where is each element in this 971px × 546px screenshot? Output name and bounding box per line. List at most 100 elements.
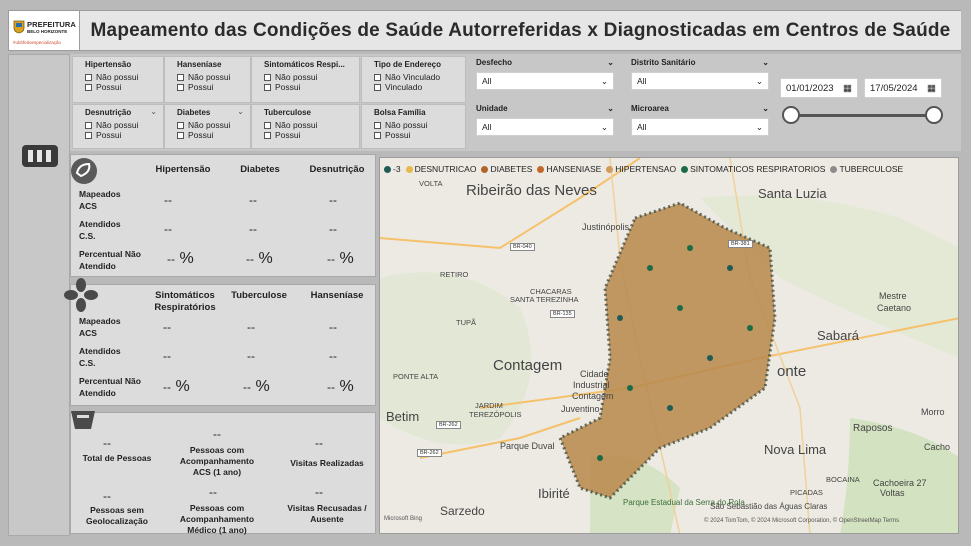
chevron-down-icon[interactable]: ⌄ — [237, 107, 244, 116]
legend-item[interactable]: DESNUTRICAO — [405, 164, 476, 174]
checkbox[interactable] — [85, 121, 92, 129]
checkbox[interactable] — [374, 131, 381, 139]
option-label: Não possui — [96, 72, 139, 82]
slicer-title: Tipo de Endereço — [374, 60, 441, 69]
checkbox[interactable] — [264, 121, 271, 129]
option-nao-possui[interactable]: Não possui — [374, 120, 465, 130]
percent-value: -- % — [327, 250, 354, 268]
place-label: CHACARAS — [530, 287, 572, 296]
checkbox[interactable] — [177, 131, 184, 139]
option-nao-possui[interactable]: Não possui — [264, 72, 359, 82]
checkbox[interactable] — [85, 131, 92, 139]
legend-item[interactable]: SINTOMATICOS RESPIRATORIOS — [681, 164, 825, 174]
date-slider-end-handle[interactable] — [925, 106, 943, 124]
chevron-down-icon[interactable]: ⌄ — [762, 104, 769, 113]
dropdown-value: All — [637, 76, 647, 86]
option-nao-possui[interactable]: Não possui — [177, 120, 250, 130]
legend-dot — [681, 165, 689, 173]
option-nao-possui[interactable]: Não possui — [85, 120, 163, 130]
percent-value: -- % — [163, 378, 190, 396]
acompanhamento-acs-label: Pessoas com Acompanhamento ACS (1 ano) — [179, 445, 255, 477]
checkbox[interactable] — [264, 131, 271, 139]
map-canvas[interactable] — [380, 158, 959, 534]
option-possui[interactable]: Possui — [264, 82, 359, 92]
percent-value: -- % — [327, 378, 354, 396]
chevron-down-icon[interactable]: ⌄ — [150, 107, 157, 116]
distrito-dropdown[interactable]: All ⌄ — [631, 72, 769, 90]
value: -- — [247, 320, 255, 334]
date-start-input[interactable]: 01/01/2023 ▦ — [780, 78, 858, 98]
option-possui[interactable]: Possui — [177, 130, 250, 140]
slicer-tipo-endereco: Tipo de Endereço Não Vinculado Vinculado — [361, 56, 466, 103]
slicer-title: Microarea — [631, 104, 669, 113]
checkbox[interactable] — [264, 73, 271, 81]
value: -- — [327, 380, 335, 394]
option-vinculado[interactable]: Vinculado — [374, 82, 465, 92]
unidade-dropdown[interactable]: All ⌄ — [476, 118, 614, 136]
chevron-down-icon[interactable]: ⌄ — [607, 58, 614, 67]
checkbox[interactable] — [85, 83, 92, 91]
option-possui[interactable]: Possui — [374, 130, 465, 140]
date-slider-track[interactable] — [790, 114, 938, 117]
checkbox[interactable] — [374, 121, 381, 129]
option-nao-possui[interactable]: Não possui — [85, 72, 163, 82]
value: -- — [209, 485, 217, 499]
map-visual[interactable]: -3 DESNUTRICAO DIABETES HANSENIASE HIPER… — [379, 157, 959, 534]
value: -- — [103, 436, 111, 450]
legend-item[interactable]: DIABETES — [481, 164, 532, 174]
checkbox[interactable] — [177, 83, 184, 91]
checkbox[interactable] — [374, 73, 381, 81]
date-slider-start-handle[interactable] — [782, 106, 800, 124]
place-label: Cidade — [580, 369, 609, 379]
place-label: Industrial — [573, 380, 610, 390]
option-label: Possui — [96, 130, 122, 140]
place-label: Parque Estadual da Serra do Rola — [623, 498, 745, 507]
checkbox[interactable] — [177, 73, 184, 81]
checkbox[interactable] — [374, 83, 381, 91]
option-possui[interactable]: Possui — [85, 130, 163, 140]
lungs-icon — [64, 278, 98, 312]
map-attribution[interactable]: © 2024 TomTom, © 2024 Microsoft Corporat… — [704, 518, 900, 524]
cluster-points[interactable] — [558, 201, 777, 500]
option-possui[interactable]: Possui — [264, 130, 359, 140]
place-label: Santa Luzia — [758, 186, 827, 201]
legend-item[interactable]: HANSENIASE — [537, 164, 601, 174]
road-shield: BR-381 — [728, 240, 753, 248]
logo-line3: #obhfeitoespecialização — [13, 40, 62, 45]
col-header: Diabetes — [240, 164, 280, 175]
legend-item[interactable]: -3 — [384, 164, 401, 174]
calendar-icon[interactable]: ▦ — [927, 82, 936, 94]
chevron-down-icon: ⌄ — [600, 121, 608, 132]
option-nao-possui[interactable]: Não possui — [177, 72, 250, 82]
row-label: Atendidos C.S. — [79, 346, 121, 368]
option-nao-possui[interactable]: Não possui — [264, 120, 359, 130]
checkbox[interactable] — [85, 73, 92, 81]
slicer-title: Tuberculose — [264, 108, 311, 117]
option-possui[interactable]: Possui — [85, 82, 163, 92]
option-label: Possui — [96, 82, 122, 92]
option-nao-vinculado[interactable]: Não Vinculado — [374, 72, 465, 82]
legend-item[interactable]: HIPERTENSAO — [606, 164, 676, 174]
legend-item[interactable]: TUBERCULOSE — [830, 164, 903, 174]
chevron-down-icon[interactable]: ⌄ — [762, 58, 769, 67]
microarea-dropdown[interactable]: All ⌄ — [631, 118, 769, 136]
map-icon[interactable] — [21, 143, 59, 169]
calendar-icon[interactable]: ▦ — [843, 82, 852, 94]
date-value: 17/05/2024 — [870, 82, 918, 94]
date-end-input[interactable]: 17/05/2024 ▦ — [864, 78, 942, 98]
desfecho-dropdown[interactable]: All ⌄ — [476, 72, 614, 90]
value: -- — [213, 427, 221, 441]
slicer-title: Hipertensão — [85, 60, 132, 69]
percent-sign: % — [339, 378, 354, 395]
left-rail — [8, 54, 70, 536]
option-possui[interactable]: Possui — [177, 82, 250, 92]
percent-value: -- % — [243, 378, 270, 396]
place-label: PICADAS — [790, 488, 823, 497]
place-label: Nova Lima — [764, 442, 827, 457]
panel-pessoas: -- -- -- Total de Pessoas Pessoas com Ac… — [70, 411, 376, 535]
chevron-down-icon[interactable]: ⌄ — [607, 104, 614, 113]
checkbox[interactable] — [264, 83, 271, 91]
col-header: Tuberculose — [231, 290, 287, 301]
acompanhamento-medico-label: Pessoas com Acompanhamento Médico (1 ano… — [179, 503, 255, 535]
checkbox[interactable] — [177, 121, 184, 129]
